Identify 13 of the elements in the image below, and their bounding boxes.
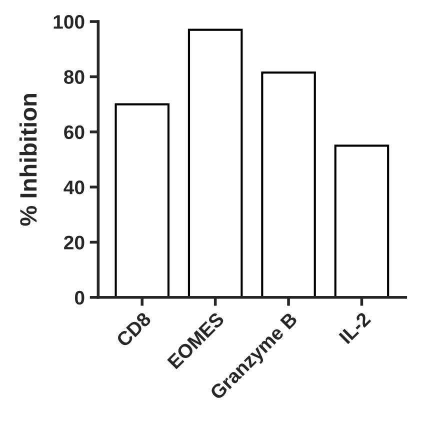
y-tick-label: 100 <box>54 15 84 29</box>
y-tick-label: 0 <box>74 290 84 305</box>
bar <box>334 144 390 298</box>
y-tick-label: 60 <box>64 125 84 140</box>
x-tick-label: IL-2 <box>338 311 372 344</box>
y-tick-label: 80 <box>64 70 84 84</box>
y-tick-label: 20 <box>64 236 84 250</box>
y-axis-title: % Inhibition <box>19 94 37 226</box>
bar <box>114 103 170 298</box>
y-tick-label: 40 <box>64 180 84 194</box>
bar <box>261 72 316 298</box>
x-tick-label: CD8 <box>116 311 152 348</box>
bar <box>188 28 243 298</box>
